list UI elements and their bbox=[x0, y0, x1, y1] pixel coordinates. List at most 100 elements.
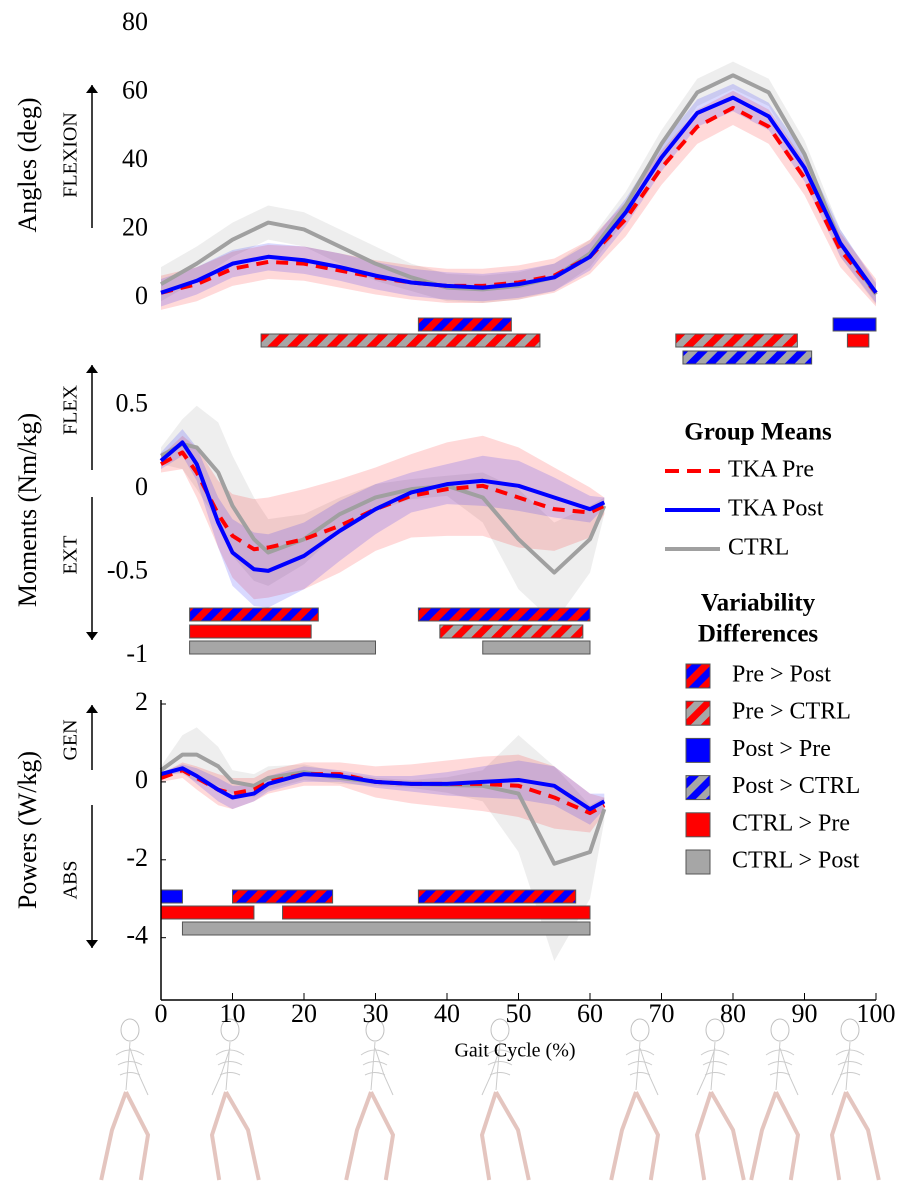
y-axis-label: Moments (Nm/kg) bbox=[13, 413, 42, 607]
arrow-head bbox=[86, 632, 98, 640]
mean-line bbox=[159, 440, 606, 573]
mean-line bbox=[160, 95, 878, 295]
skeleton-torso bbox=[485, 1041, 515, 1091]
direction-label: FLEX bbox=[60, 384, 82, 435]
arrow-head bbox=[86, 705, 98, 713]
legend-swatch bbox=[685, 775, 711, 801]
variability-band bbox=[161, 429, 605, 608]
y-tick-label: 20 bbox=[122, 212, 148, 241]
skeleton-torso bbox=[215, 1041, 245, 1091]
x-tick-label: 50 bbox=[506, 999, 532, 1028]
legend-label: CTRL bbox=[728, 535, 789, 561]
skeleton-torso bbox=[765, 1041, 795, 1091]
panel: -1 -0.5 0 0.5 Moments (Nm/kg) FLEX EXT bbox=[13, 365, 607, 668]
skeleton-legs bbox=[749, 1091, 801, 1181]
skeleton-arm bbox=[831, 1047, 851, 1096]
legend-title: Differences bbox=[698, 621, 819, 648]
mean-line bbox=[160, 442, 607, 575]
skeleton-illustrations bbox=[99, 1018, 881, 1181]
legend-swatch bbox=[685, 849, 711, 875]
skeleton bbox=[344, 1018, 396, 1181]
direction-label: EXT bbox=[60, 536, 82, 575]
difference-bar bbox=[189, 607, 319, 622]
skeleton-head bbox=[770, 1018, 790, 1042]
difference-bar bbox=[417, 607, 591, 622]
skeleton bbox=[99, 1018, 151, 1181]
difference-bar bbox=[846, 333, 870, 348]
y-tick-label: -4 bbox=[126, 921, 148, 950]
x-tick-label: 60 bbox=[577, 999, 603, 1028]
skeleton-head bbox=[630, 1018, 650, 1042]
y-tick-label: 0 bbox=[135, 472, 148, 501]
variability-band bbox=[161, 754, 605, 833]
y-tick-label: 40 bbox=[122, 144, 148, 173]
difference-bar bbox=[189, 640, 376, 655]
legend-title: Group Means bbox=[684, 419, 832, 446]
panel: 0 20 40 60 80 Angles (deg) FLEXION bbox=[13, 7, 878, 365]
difference-bar bbox=[232, 889, 334, 904]
variability-band bbox=[161, 61, 876, 305]
legend-label: Pre > Post bbox=[732, 662, 831, 688]
skeleton bbox=[749, 1018, 801, 1181]
y-tick-label: -0.5 bbox=[107, 556, 148, 585]
legend-label: Post > CTRL bbox=[732, 773, 860, 799]
legend-label: Pre > CTRL bbox=[732, 699, 851, 725]
legend: Group Means TKA Pre TKA Post CTRL bbox=[665, 419, 832, 561]
y-tick-label: 0.5 bbox=[116, 389, 149, 418]
skeleton-legs bbox=[479, 1090, 531, 1181]
skeleton-torso bbox=[115, 1041, 145, 1091]
difference-bar bbox=[832, 317, 877, 332]
skeleton-head bbox=[840, 1018, 860, 1042]
skeleton-torso bbox=[835, 1041, 865, 1091]
skeleton bbox=[209, 1018, 261, 1181]
skeleton bbox=[609, 1018, 661, 1181]
legend-swatch bbox=[685, 700, 711, 726]
direction-label: GEN bbox=[60, 719, 82, 760]
panel: -4 -2 0 2 Powers (W/kg) GEN ABS 0 10 20 30 40 50 60 70… bbox=[13, 687, 896, 1062]
skeleton-head bbox=[365, 1018, 385, 1042]
direction-label: FLEXION bbox=[60, 112, 82, 198]
skeleton-legs bbox=[694, 1090, 746, 1181]
skeleton-torso bbox=[625, 1041, 655, 1091]
legend-swatch bbox=[685, 663, 711, 689]
difference-bar bbox=[160, 905, 255, 920]
x-tick-label: 40 bbox=[434, 999, 460, 1028]
x-tick-label: 20 bbox=[291, 999, 317, 1028]
legend-label: TKA Post bbox=[728, 496, 824, 522]
skeleton bbox=[479, 1018, 531, 1181]
legend-label: CTRL > Pre bbox=[732, 810, 850, 836]
skeleton-head bbox=[705, 1018, 725, 1042]
x-tick-label: 100 bbox=[857, 999, 896, 1028]
skeleton-arm bbox=[779, 1047, 799, 1096]
skeleton bbox=[829, 1018, 881, 1181]
x-tick-label: 70 bbox=[649, 999, 675, 1028]
x-axis-label: Gait Cycle (%) bbox=[454, 1040, 575, 1062]
x-tick-label: 30 bbox=[363, 999, 389, 1028]
legend-label: TKA Pre bbox=[728, 457, 814, 483]
skeleton-head bbox=[220, 1018, 240, 1042]
x-tick-label: 10 bbox=[220, 999, 246, 1028]
y-tick-label: 80 bbox=[122, 7, 148, 36]
y-axis-label: Powers (W/kg) bbox=[13, 751, 42, 909]
x-tick-label: 80 bbox=[720, 999, 746, 1028]
legend-label: Post > Pre bbox=[732, 736, 831, 762]
skeleton-head bbox=[490, 1018, 510, 1042]
y-tick-label: -1 bbox=[126, 639, 148, 668]
difference-bar bbox=[417, 317, 512, 332]
skeleton-arm bbox=[211, 1047, 231, 1096]
skeleton-legs bbox=[344, 1091, 396, 1181]
skeleton-arm bbox=[639, 1047, 659, 1096]
skeleton-arm bbox=[129, 1047, 149, 1096]
legend-swatch bbox=[685, 737, 711, 763]
skeleton-torso bbox=[360, 1041, 390, 1091]
difference-bar bbox=[439, 624, 584, 639]
difference-bar bbox=[181, 921, 591, 936]
skeleton-head bbox=[120, 1018, 140, 1042]
skeleton-legs bbox=[209, 1090, 261, 1181]
direction-label: ABS bbox=[60, 861, 82, 900]
y-axis-label: Angles (deg) bbox=[13, 97, 42, 232]
difference-bar bbox=[417, 889, 577, 904]
arrow-head bbox=[86, 365, 98, 373]
skeleton-arm bbox=[481, 1047, 501, 1096]
